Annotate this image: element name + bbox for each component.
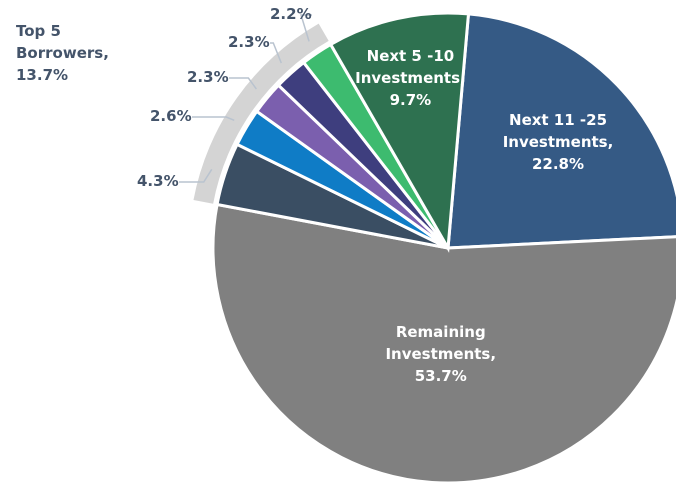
value-label: 2.6%: [150, 107, 192, 125]
pie-slice: [328, 11, 471, 253]
group-label: Top 5 Borrowers, 13.7%: [16, 20, 126, 86]
leader-line: [300, 14, 312, 42]
slice-label: Remaining Investments, 53.7%: [366, 321, 516, 387]
value-label: 53.7%: [414, 366, 467, 385]
pie-slice: [211, 202, 676, 482]
slice-label: Next 11 -25 Investments, 22.8%: [493, 109, 623, 175]
group-value: 13.7%: [16, 66, 69, 84]
pie-slice: [446, 12, 676, 250]
leader-line: [229, 77, 257, 90]
value-label: 9.7%: [389, 91, 432, 110]
value-label: 2.3%: [187, 68, 229, 86]
value-label: 22.8%: [531, 155, 585, 174]
group-name: Top 5 Borrowers,: [16, 22, 109, 62]
group-band: [193, 23, 329, 204]
leader-line: [192, 116, 235, 121]
value-label: 4.3%: [137, 172, 179, 190]
value-label: 2.2%: [270, 5, 312, 23]
category-label: Next 11 -25 Investments,: [502, 111, 614, 152]
value-label: 2.3%: [228, 33, 270, 51]
leader-line: [179, 168, 213, 183]
category-label: Next 5 -10 Investments,: [355, 47, 466, 88]
category-label: Remaining Investments,: [385, 322, 497, 363]
slice-label: Next 5 -10 Investments, 9.7%: [345, 45, 475, 111]
leader-line: [270, 42, 282, 64]
